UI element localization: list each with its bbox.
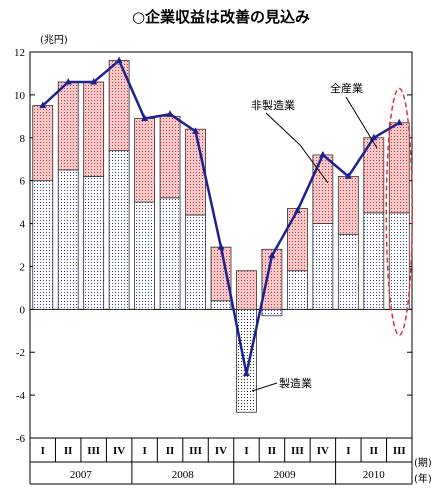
x-quarter-label: II xyxy=(268,445,277,457)
bar-manufacturing xyxy=(286,270,308,310)
point-all-industries xyxy=(242,369,250,377)
x-quarter-label: IV xyxy=(317,445,329,457)
y-tick-label: 4 xyxy=(20,219,26,231)
bar-non-manufacturing xyxy=(210,246,232,302)
x-unit-year-label: (年) xyxy=(414,472,432,485)
leader-non-manufacturing xyxy=(265,112,329,184)
bar-manufacturing xyxy=(185,214,206,310)
x-quarter-label: I xyxy=(41,445,45,457)
bar-non-manufacturing xyxy=(185,128,206,216)
bar-manufacturing xyxy=(134,201,156,310)
bar-non-manufacturing xyxy=(337,175,359,235)
y-tick-label: 2 xyxy=(20,261,26,273)
x-quarter-label: IV xyxy=(215,445,227,457)
annotation-non-manufacturing: 非製造業 xyxy=(251,98,295,112)
bar-manufacturing xyxy=(261,308,283,317)
leader-manufacturing xyxy=(251,382,278,392)
bar-non-manufacturing xyxy=(32,105,54,182)
x-unit-quarter-label: (期) xyxy=(414,457,432,469)
x-quarter-label: III xyxy=(189,445,202,457)
bar-non-manufacturing xyxy=(236,270,257,310)
y-tick-label: -4 xyxy=(16,390,26,402)
bar-manufacturing xyxy=(210,300,232,310)
bar-manufacturing xyxy=(32,180,54,310)
bar-non-manufacturing xyxy=(134,118,156,203)
x-year-label: 2010 xyxy=(363,469,386,481)
point-all-industries xyxy=(395,118,403,126)
x-quarter-label: II xyxy=(64,445,73,457)
bar-manufacturing xyxy=(108,150,130,310)
x-quarter-label: II xyxy=(370,445,379,457)
point-all-industries xyxy=(39,101,47,109)
bar-non-manufacturing xyxy=(83,81,105,177)
annotation-all-industries: 全産業 xyxy=(330,81,363,95)
y-tick-label: 8 xyxy=(20,133,26,145)
x-quarter-label: III xyxy=(393,445,406,457)
y-tick-label: 6 xyxy=(20,176,26,188)
y-tick-label: -6 xyxy=(16,433,26,445)
x-quarter-label: IV xyxy=(113,445,125,457)
bar-non-manufacturing xyxy=(388,122,410,214)
highlight-ellipse xyxy=(385,87,414,336)
point-all-industries xyxy=(90,78,98,85)
x-year-label: 2008 xyxy=(172,469,195,481)
x-quarter-label: III xyxy=(87,445,100,457)
chart-title: ○企業収益は改善の見込み xyxy=(132,8,310,26)
x-quarter-label: I xyxy=(142,445,146,457)
bar-manufacturing xyxy=(363,212,385,310)
x-year-label: 2007 xyxy=(70,469,93,481)
point-all-industries xyxy=(141,114,149,121)
bar-non-manufacturing xyxy=(261,248,283,310)
bar-manufacturing xyxy=(159,197,181,310)
x-year-label: 2009 xyxy=(274,469,297,481)
point-all-industries xyxy=(319,150,327,158)
annotation-manufacturing: 製造業 xyxy=(279,376,312,390)
bar-manufacturing xyxy=(236,308,257,413)
bar-non-manufacturing xyxy=(159,115,181,199)
y-tick-label: 12 xyxy=(14,47,25,59)
point-all-industries xyxy=(115,56,123,64)
bar-non-manufacturing xyxy=(57,81,79,171)
point-all-industries xyxy=(370,133,378,141)
bar-non-manufacturing xyxy=(286,208,308,272)
leader-all-industries xyxy=(345,96,378,149)
y-unit-label: (兆円) xyxy=(40,34,68,46)
bar-manufacturing xyxy=(337,233,359,310)
bar-manufacturing xyxy=(57,169,79,310)
x-quarter-label: II xyxy=(166,445,175,457)
point-all-industries xyxy=(344,172,352,179)
x-quarter-label: III xyxy=(291,445,304,457)
bar-manufacturing xyxy=(388,212,410,310)
bar-manufacturing xyxy=(83,175,105,310)
bar-non-manufacturing xyxy=(312,154,334,224)
bar-manufacturing xyxy=(312,223,334,310)
x-quarter-label: I xyxy=(244,445,248,457)
point-all-industries xyxy=(293,206,301,214)
point-all-industries xyxy=(166,110,174,117)
point-all-industries xyxy=(192,127,200,134)
point-all-industries xyxy=(268,251,276,259)
y-tick-label: 10 xyxy=(14,90,26,102)
x-quarter-label: I xyxy=(346,445,350,457)
y-tick-label: -2 xyxy=(16,347,25,359)
point-all-industries xyxy=(64,78,72,85)
point-all-industries xyxy=(217,243,225,250)
y-tick-label: 0 xyxy=(20,304,26,316)
